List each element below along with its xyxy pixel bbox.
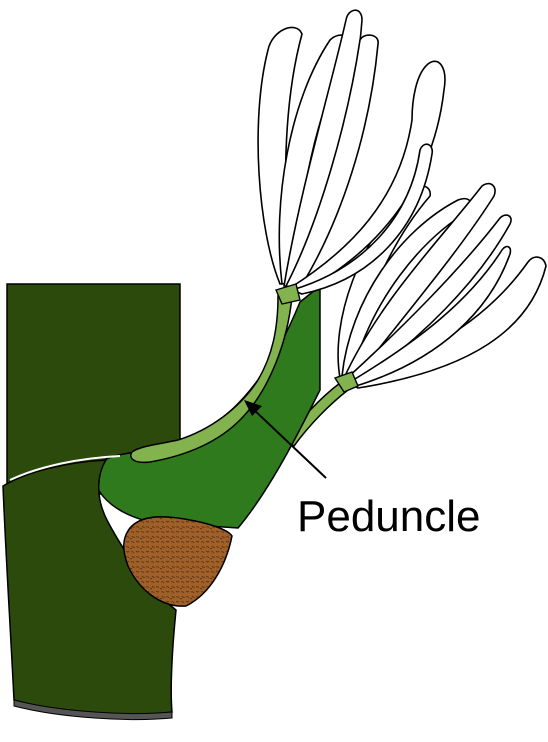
upper-petal-4: [284, 34, 379, 289]
pointer-line: [251, 407, 327, 479]
lower-petal-4: [343, 214, 512, 385]
lower-calyx: [333, 371, 359, 393]
pointer-arrowhead: [244, 400, 262, 416]
upper-petals: [257, 9, 446, 295]
axillary-bud: [123, 515, 233, 607]
upper-petal-6: [289, 143, 434, 295]
upper-calyx: [275, 283, 301, 305]
stem-lower: [2, 459, 177, 716]
lower-petals: [337, 182, 547, 389]
lower-petal-6: [348, 245, 512, 387]
peduncle-label: Peduncle: [297, 492, 480, 541]
lower-flower-cluster: [283, 182, 547, 448]
lower-petal-3: [342, 182, 496, 381]
peduncle-pointer: [244, 400, 327, 479]
stem-highlight: [9, 455, 121, 481]
main-stem-front: [2, 455, 177, 720]
stem-bottom-rim: [13, 699, 173, 720]
